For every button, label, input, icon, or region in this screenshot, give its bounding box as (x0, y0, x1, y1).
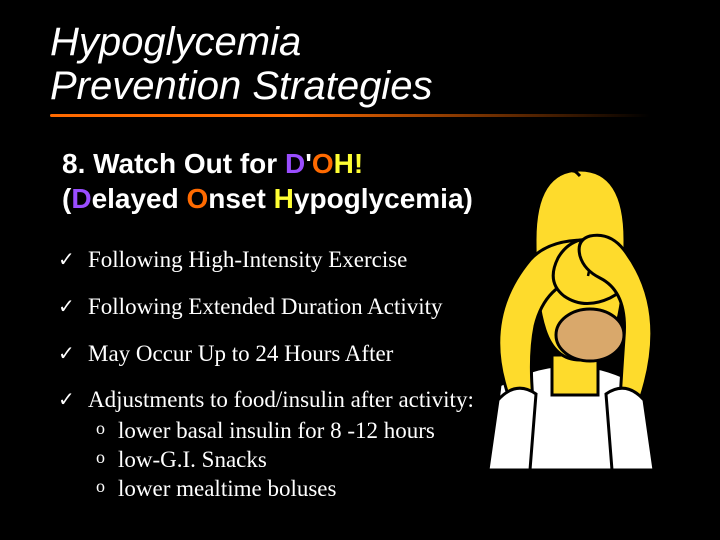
bullet-text: Following High-Intensity Exercise (88, 247, 407, 272)
bullet-item: ✓ Following High-Intensity Exercise (54, 246, 670, 275)
subtitle2-o-rest: nset (208, 183, 273, 214)
subtitle: 8. Watch Out for D'OH! (Delayed Onset Hy… (62, 146, 670, 216)
subtitle2-h: H (274, 183, 294, 214)
subtitle-excl: ! (354, 148, 363, 179)
sub-bullet-text: lower basal insulin for 8 -12 hours (118, 418, 435, 443)
sub-bullet-item: o low-G.I. Snacks (88, 446, 670, 475)
bullet-item: ✓ Adjustments to food/insulin after acti… (54, 386, 670, 503)
subtitle2-d-rest: elayed (92, 183, 187, 214)
title-line-2: Prevention Strategies (50, 64, 432, 108)
bullet-text: May Occur Up to 24 Hours After (88, 341, 393, 366)
title-rule (50, 114, 650, 118)
subtitle2-o: O (187, 183, 209, 214)
bullet-item: ✓ Following Extended Duration Activity (54, 293, 670, 322)
subtitle2-h-rest: ypoglycemia) (294, 183, 473, 214)
gradient-rule (50, 114, 650, 117)
bullet-text: Adjustments to food/insulin after activi… (88, 387, 474, 412)
slide: Hypoglycemia Prevention Strategies 8. Wa… (0, 0, 720, 540)
subtitle-apos: ' (305, 148, 312, 179)
sub-bullet-text: lower mealtime boluses (118, 476, 336, 501)
sub-bullet-item: o lower basal insulin for 8 -12 hours (88, 417, 670, 446)
subtitle2-open: ( (62, 183, 71, 214)
circle-bullet-icon: o (96, 417, 105, 440)
check-icon: ✓ (58, 342, 75, 367)
sub-bullet-list: o lower basal insulin for 8 -12 hours o … (88, 417, 670, 503)
bullet-list: ✓ Following High-Intensity Exercise ✓ Fo… (54, 246, 670, 503)
bullet-item: ✓ May Occur Up to 24 Hours After (54, 340, 670, 369)
check-icon: ✓ (58, 295, 75, 320)
sub-bullet-item: o lower mealtime boluses (88, 475, 670, 504)
subtitle2-d: D (71, 183, 91, 214)
circle-bullet-icon: o (96, 475, 105, 498)
check-icon: ✓ (58, 248, 75, 273)
slide-title: Hypoglycemia Prevention Strategies (50, 20, 670, 108)
check-icon: ✓ (58, 388, 75, 413)
title-line-1: Hypoglycemia (50, 20, 301, 64)
sub-bullet-text: low-G.I. Snacks (118, 447, 267, 472)
circle-bullet-icon: o (96, 446, 105, 469)
bullet-text: Following Extended Duration Activity (88, 294, 443, 319)
subtitle-h: H (334, 148, 354, 179)
subtitle-o: O (312, 148, 334, 179)
subtitle-prefix: 8. Watch Out for (62, 148, 285, 179)
subtitle-d: D (285, 148, 305, 179)
